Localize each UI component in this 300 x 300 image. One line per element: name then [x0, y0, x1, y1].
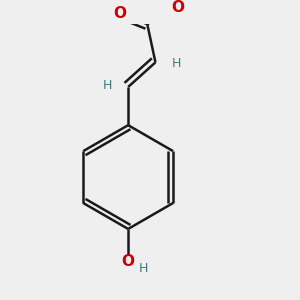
Text: O: O: [171, 0, 184, 15]
Text: O: O: [113, 6, 127, 21]
Text: H: H: [171, 57, 181, 70]
Text: O: O: [122, 254, 135, 269]
Text: H: H: [103, 79, 112, 92]
Text: H: H: [139, 262, 148, 275]
